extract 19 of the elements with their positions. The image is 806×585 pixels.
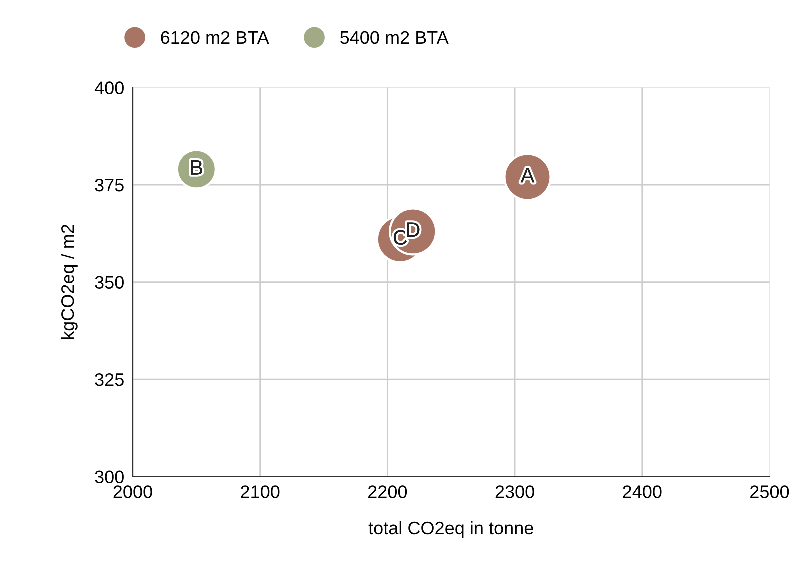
y-tick-label: 300: [95, 470, 124, 484]
y-axis-title: kgCO2eq / m2: [61, 224, 78, 340]
legend-label: 6120 m2 BTA: [161, 31, 270, 44]
legend-label: 5400 m2 BTA: [340, 31, 449, 44]
x-tick-label: 2500: [750, 486, 790, 498]
annotation: B: [191, 160, 203, 175]
annotation: D: [407, 222, 420, 238]
annotation: A: [520, 168, 535, 183]
x-tick-label: 2000: [114, 486, 152, 498]
x-tick-label: 2300: [496, 486, 534, 498]
x-axis-title: total CO2eq in tonne: [368, 521, 534, 538]
x-tick-label: 2100: [241, 486, 280, 498]
x-tick-label: 2400: [623, 486, 662, 498]
y-tick-label: 350: [95, 276, 124, 289]
y-tick-label: 400: [94, 82, 124, 94]
annotation: C: [394, 230, 408, 246]
x-tick-label: 2200: [368, 486, 408, 498]
y-tick-label: 375: [95, 178, 124, 192]
y-tick-label: 325: [95, 373, 124, 386]
